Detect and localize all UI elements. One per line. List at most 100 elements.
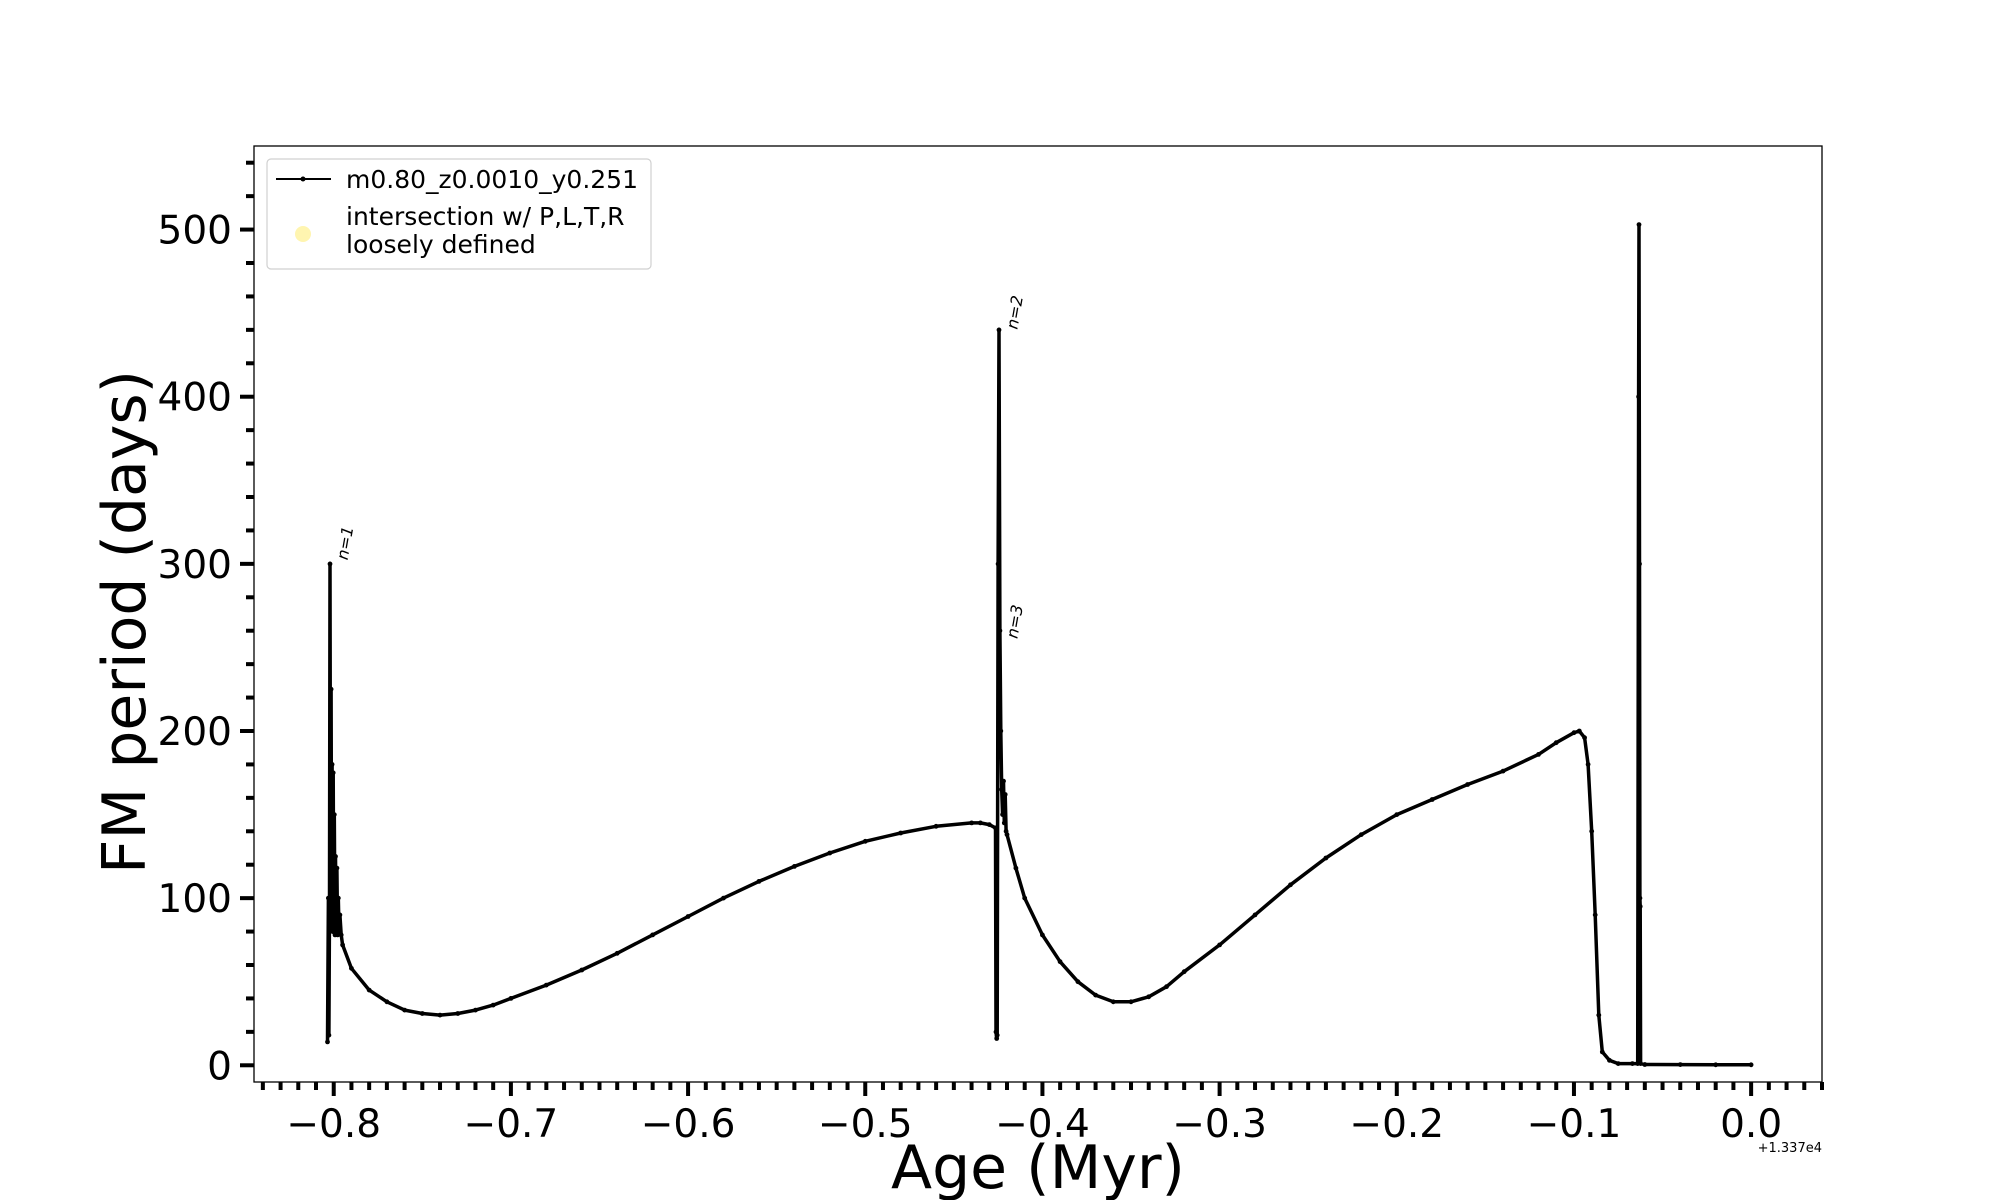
data-point	[1748, 1062, 1754, 1068]
data-point	[1536, 752, 1541, 757]
data-point	[1615, 1061, 1621, 1066]
x-tick-label: −0.8	[286, 1102, 381, 1147]
data-point	[986, 822, 992, 827]
legend: m0.80_z0.0010_y0.251 intersection w/ P,L…	[266, 158, 652, 270]
x-tick-label: −0.5	[818, 1102, 913, 1147]
data-point	[1288, 882, 1293, 888]
y-tick-label: 200	[158, 710, 232, 755]
data-point	[862, 838, 868, 844]
data-point	[335, 932, 340, 938]
data-point	[969, 820, 974, 826]
legend-label-intersection: intersection w/ P,L,T,R	[346, 202, 625, 231]
data-point	[1146, 994, 1152, 1000]
data-point	[1642, 1062, 1648, 1067]
data-point	[1500, 768, 1506, 774]
data-point	[335, 895, 341, 901]
data-point	[455, 1011, 461, 1016]
x-tick-label: 0.0	[1720, 1102, 1782, 1147]
data-point	[331, 812, 337, 817]
data-point	[614, 950, 620, 956]
data-point	[1040, 932, 1045, 938]
data-point	[384, 999, 390, 1005]
data-point	[1004, 832, 1010, 837]
data-point	[650, 932, 655, 938]
data-point	[366, 987, 372, 993]
data-point	[329, 920, 334, 926]
data-point	[1013, 865, 1019, 871]
y-axis: 0 100 200 300 400 500	[158, 160, 254, 1089]
legend-box	[266, 158, 652, 270]
x-axis-title: Age (Myr)	[891, 1133, 1185, 1200]
data-point	[993, 825, 998, 831]
data-point	[1164, 984, 1169, 990]
data-point	[579, 967, 585, 973]
data-point	[792, 864, 797, 869]
data-point	[1000, 812, 1005, 817]
data-point	[1553, 740, 1559, 746]
x-tick-label: −0.3	[1172, 1102, 1267, 1147]
series-layer	[325, 222, 1754, 1068]
data-point	[1429, 797, 1435, 802]
data-point	[933, 823, 939, 829]
data-point	[1093, 992, 1098, 998]
data-point	[1582, 735, 1587, 741]
data-point	[1358, 832, 1364, 837]
data-point	[1128, 999, 1134, 1005]
data-point	[827, 850, 833, 856]
x-tick-label: −0.4	[995, 1102, 1090, 1147]
y-tick-label: 400	[158, 376, 232, 421]
data-point	[1323, 855, 1329, 861]
plot-frame	[253, 145, 1823, 1083]
data-point	[721, 895, 726, 901]
data-point	[328, 862, 333, 868]
data-point	[1630, 1061, 1635, 1066]
data-point	[1637, 904, 1643, 909]
data-point	[402, 1007, 407, 1013]
data-point	[1592, 912, 1598, 918]
data-point	[1002, 792, 1008, 797]
data-point	[330, 770, 336, 776]
data-point	[1576, 728, 1582, 734]
y-tick-label: 300	[158, 543, 232, 588]
data-point	[327, 904, 332, 909]
data-point	[1075, 979, 1081, 985]
data-point	[1181, 969, 1187, 975]
data-point	[325, 1039, 330, 1045]
data-point	[997, 628, 1003, 634]
data-point	[1607, 1057, 1612, 1063]
legend-line-dot-marker	[300, 176, 306, 182]
data-point	[1596, 1012, 1602, 1018]
y-tick-label: 500	[158, 209, 232, 254]
data-point	[1571, 730, 1577, 736]
y-axis-title: FM period (days)	[90, 370, 160, 874]
x-tick-label: −0.2	[1349, 1102, 1444, 1147]
data-point	[1677, 1062, 1683, 1067]
data-point	[1637, 895, 1643, 901]
data-point	[685, 914, 691, 919]
data-point	[1585, 762, 1591, 767]
data-point	[340, 942, 345, 948]
data-point	[543, 982, 549, 988]
data-point	[998, 728, 1004, 734]
data-point	[996, 327, 1002, 333]
data-point	[1001, 820, 1007, 826]
data-point	[326, 1032, 332, 1038]
data-point	[1599, 1049, 1605, 1055]
data-point	[334, 865, 340, 871]
data-point	[1057, 959, 1063, 965]
data-point	[473, 1007, 478, 1013]
data-point	[999, 787, 1005, 792]
data-point	[995, 561, 1001, 567]
data-point	[1638, 1061, 1643, 1066]
y-tick-label: 100	[158, 877, 232, 922]
data-point	[326, 895, 331, 901]
data-point	[1589, 828, 1595, 834]
data-point	[328, 686, 334, 692]
legend-circle-marker	[295, 226, 311, 242]
legend-label-intersection-line2: loosely defined	[346, 230, 536, 259]
x-axis-offset-label: +1.337e4	[1758, 1141, 1822, 1156]
x-tick-label: −0.6	[641, 1102, 736, 1147]
data-point	[898, 830, 904, 836]
data-point	[978, 820, 983, 826]
